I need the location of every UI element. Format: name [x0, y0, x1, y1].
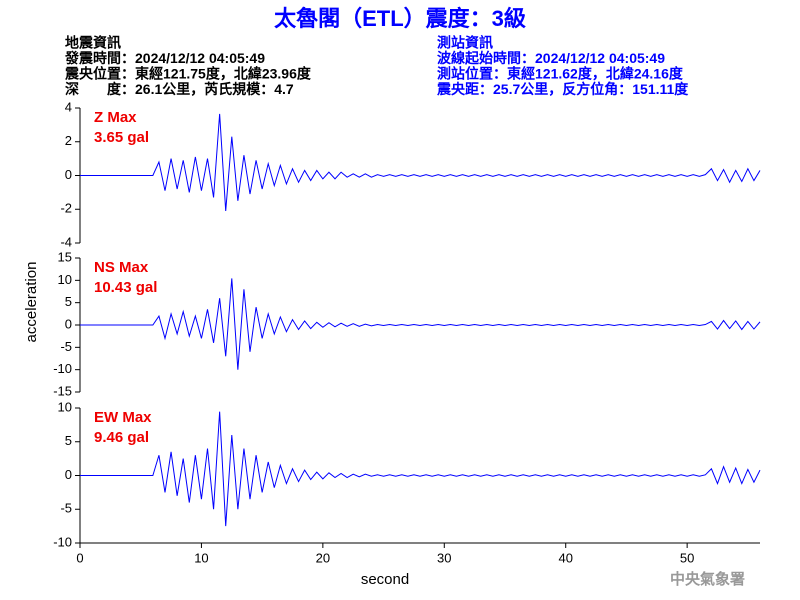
station-info: 測站位置：東經121.62度，北緯24.16度	[437, 66, 684, 82]
x-tick-label: 0	[76, 550, 83, 565]
y-tick-label: 0	[65, 467, 72, 482]
y-tick-label: -2	[60, 201, 72, 216]
y-tick-label: -15	[53, 383, 72, 398]
panel-name: EW Max	[94, 409, 152, 426]
waveform	[80, 411, 761, 527]
waveform	[80, 113, 761, 211]
y-tick-label: -5	[60, 501, 72, 516]
event-info: 發震時間：2024/12/12 04:05:49	[64, 50, 265, 66]
y-tick-label: 5	[65, 433, 72, 448]
y-tick-label: 5	[65, 294, 72, 309]
panel-name: Z Max	[94, 109, 137, 126]
y-tick-label: -10	[53, 361, 72, 376]
y-tick-label: -4	[60, 234, 72, 249]
y-tick-label: 0	[65, 167, 72, 182]
y-tick-label: -5	[60, 339, 72, 354]
x-tick-label: 10	[194, 550, 208, 565]
x-tick-label: 30	[437, 550, 451, 565]
panel-max: 9.46 gal	[94, 429, 149, 446]
x-tick-label: 40	[558, 550, 572, 565]
panel-max: 10.43 gal	[94, 279, 157, 296]
panel-name: NS Max	[94, 259, 149, 276]
x-tick-label: 50	[680, 550, 694, 565]
event-info: 震央位置：東經121.75度，北緯23.96度	[64, 66, 312, 82]
y-tick-label: 2	[65, 133, 72, 148]
y-tick-label: 10	[58, 272, 72, 287]
station-info: 震央距：25.7公里，反方位角：151.11度	[436, 81, 689, 97]
footer: 中央氣象署	[670, 570, 745, 588]
y-tick-label: 4	[65, 99, 72, 114]
x-tick-label: 20	[316, 550, 330, 565]
y-tick-label: 10	[58, 399, 72, 414]
y-axis-label: acceleration	[23, 262, 40, 343]
station-info: 測站資訊	[437, 35, 493, 51]
panel-max: 3.65 gal	[94, 129, 149, 146]
y-tick-label: 15	[58, 249, 72, 264]
y-tick-label: -10	[53, 534, 72, 549]
y-tick-label: 0	[65, 316, 72, 331]
station-info: 波線起始時間：2024/12/12 04:05:49	[437, 50, 665, 66]
x-axis-label: second	[361, 571, 409, 588]
event-info: 深 度：26.1公里，芮氏規模：4.7	[65, 81, 294, 97]
event-info: 地震資訊	[65, 35, 121, 51]
chart-title: 太魯閣（ETL）震度：3級	[274, 6, 526, 31]
waveform	[80, 278, 761, 370]
